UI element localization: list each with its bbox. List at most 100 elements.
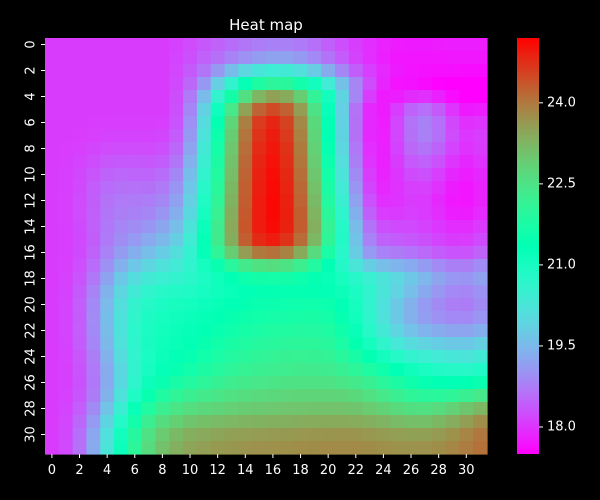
heatmap-cell bbox=[127, 272, 143, 286]
heatmap-cell bbox=[210, 90, 226, 104]
heatmap-cell bbox=[459, 90, 474, 104]
heatmap-cell bbox=[155, 285, 170, 299]
heatmap-cell bbox=[86, 363, 101, 377]
heatmap-cell bbox=[252, 181, 267, 195]
heatmap-cell bbox=[58, 389, 74, 403]
heatmap-cell bbox=[266, 90, 281, 104]
heatmap-cell bbox=[445, 376, 460, 390]
heatmap-cell bbox=[293, 246, 309, 260]
heatmap-cell bbox=[183, 77, 198, 91]
heatmap-cell bbox=[321, 428, 336, 442]
heatmap-cell bbox=[376, 441, 391, 455]
heatmap-cell bbox=[155, 311, 170, 325]
heatmap-cell bbox=[348, 311, 364, 325]
heatmap-cell bbox=[335, 90, 350, 104]
heatmap-cell bbox=[362, 376, 378, 390]
heatmap-cell bbox=[86, 259, 101, 273]
heatmap-cell bbox=[445, 402, 460, 416]
heatmap-cell bbox=[473, 51, 488, 65]
heatmap-cell bbox=[224, 142, 239, 156]
heatmap-cell bbox=[473, 298, 488, 312]
heatmap-cell bbox=[279, 38, 295, 52]
heatmap-cell bbox=[58, 337, 74, 351]
heatmap-cell bbox=[210, 324, 226, 338]
heatmap-cell bbox=[279, 51, 295, 65]
heatmap-cell bbox=[321, 207, 336, 221]
heatmap-cell bbox=[293, 64, 309, 78]
heatmap-cell bbox=[196, 77, 212, 91]
heatmap-cell bbox=[335, 51, 350, 65]
heatmap-cell bbox=[127, 181, 143, 195]
heatmap-cell bbox=[100, 116, 115, 130]
heatmap-cell bbox=[390, 350, 405, 364]
heatmap-cell bbox=[196, 259, 212, 273]
heatmap-cell bbox=[321, 51, 336, 65]
heatmap-cell bbox=[183, 194, 198, 208]
heatmap-cell bbox=[376, 415, 391, 429]
heatmap-cell bbox=[362, 246, 378, 260]
heatmap-cell bbox=[362, 272, 378, 286]
heatmap-cell bbox=[431, 142, 447, 156]
heatmap-cell bbox=[86, 168, 101, 182]
heatmap-cell bbox=[141, 337, 157, 351]
heatmap-cell bbox=[169, 285, 184, 299]
heatmap-cell bbox=[210, 142, 226, 156]
heatmap-cell bbox=[404, 285, 419, 299]
heatmap-cell bbox=[348, 337, 364, 351]
heatmap-cell bbox=[445, 389, 460, 403]
heatmap-cell bbox=[473, 116, 488, 130]
heatmap-cell bbox=[72, 233, 88, 247]
heatmap-cell bbox=[362, 155, 378, 169]
heatmap-cell bbox=[127, 155, 143, 169]
heatmap-cell bbox=[127, 350, 143, 364]
heatmap-cell bbox=[404, 389, 419, 403]
heatmap-cell bbox=[210, 77, 226, 91]
heatmap-cell bbox=[210, 389, 226, 403]
heatmap-cell bbox=[335, 129, 350, 143]
y-tick-label: 24 bbox=[24, 348, 39, 365]
heatmap-cell bbox=[390, 324, 405, 338]
heatmap-cell bbox=[293, 337, 309, 351]
heatmap-cell bbox=[293, 220, 309, 234]
heatmap-cell bbox=[114, 415, 129, 429]
heatmap-cell bbox=[224, 51, 239, 65]
heatmap-cell bbox=[252, 272, 267, 286]
heatmap-cell bbox=[224, 259, 239, 273]
heatmap-cell bbox=[86, 246, 101, 260]
heatmap-cell bbox=[404, 64, 419, 78]
heatmap-cell bbox=[155, 77, 170, 91]
heatmap-cell bbox=[72, 350, 88, 364]
heatmap-cell bbox=[45, 324, 60, 338]
heatmap-cell bbox=[210, 233, 226, 247]
heatmap-cell bbox=[183, 142, 198, 156]
heatmap-cell bbox=[72, 181, 88, 195]
heatmap-cell bbox=[404, 324, 419, 338]
heatmap-cell bbox=[169, 207, 184, 221]
heatmap-cell bbox=[321, 376, 336, 390]
heatmap-cell bbox=[45, 376, 60, 390]
heatmap-cell bbox=[417, 129, 433, 143]
heatmap-cell bbox=[362, 402, 378, 416]
heatmap-cell bbox=[155, 155, 170, 169]
heatmap-cell bbox=[155, 428, 170, 442]
heatmap-cell bbox=[376, 337, 391, 351]
heatmap-cell bbox=[473, 324, 488, 338]
heatmap-cell bbox=[321, 168, 336, 182]
heatmap-cell bbox=[86, 77, 101, 91]
heatmap-cell bbox=[335, 389, 350, 403]
heatmap-cell bbox=[100, 181, 115, 195]
heatmap-cell bbox=[404, 168, 419, 182]
heatmap-cell bbox=[127, 220, 143, 234]
heatmap-cell bbox=[307, 64, 322, 78]
heatmap-cell bbox=[238, 259, 253, 273]
heatmap-cell bbox=[127, 415, 143, 429]
heatmap-cell bbox=[279, 103, 295, 117]
heatmap-cell bbox=[376, 246, 391, 260]
heatmap-cell bbox=[238, 103, 253, 117]
heatmap-cell bbox=[417, 311, 433, 325]
heatmap-cell bbox=[86, 38, 101, 52]
heatmap-cell bbox=[127, 246, 143, 260]
heatmap-cell bbox=[431, 168, 447, 182]
heatmap-cell bbox=[210, 194, 226, 208]
heatmap-cell bbox=[431, 90, 447, 104]
